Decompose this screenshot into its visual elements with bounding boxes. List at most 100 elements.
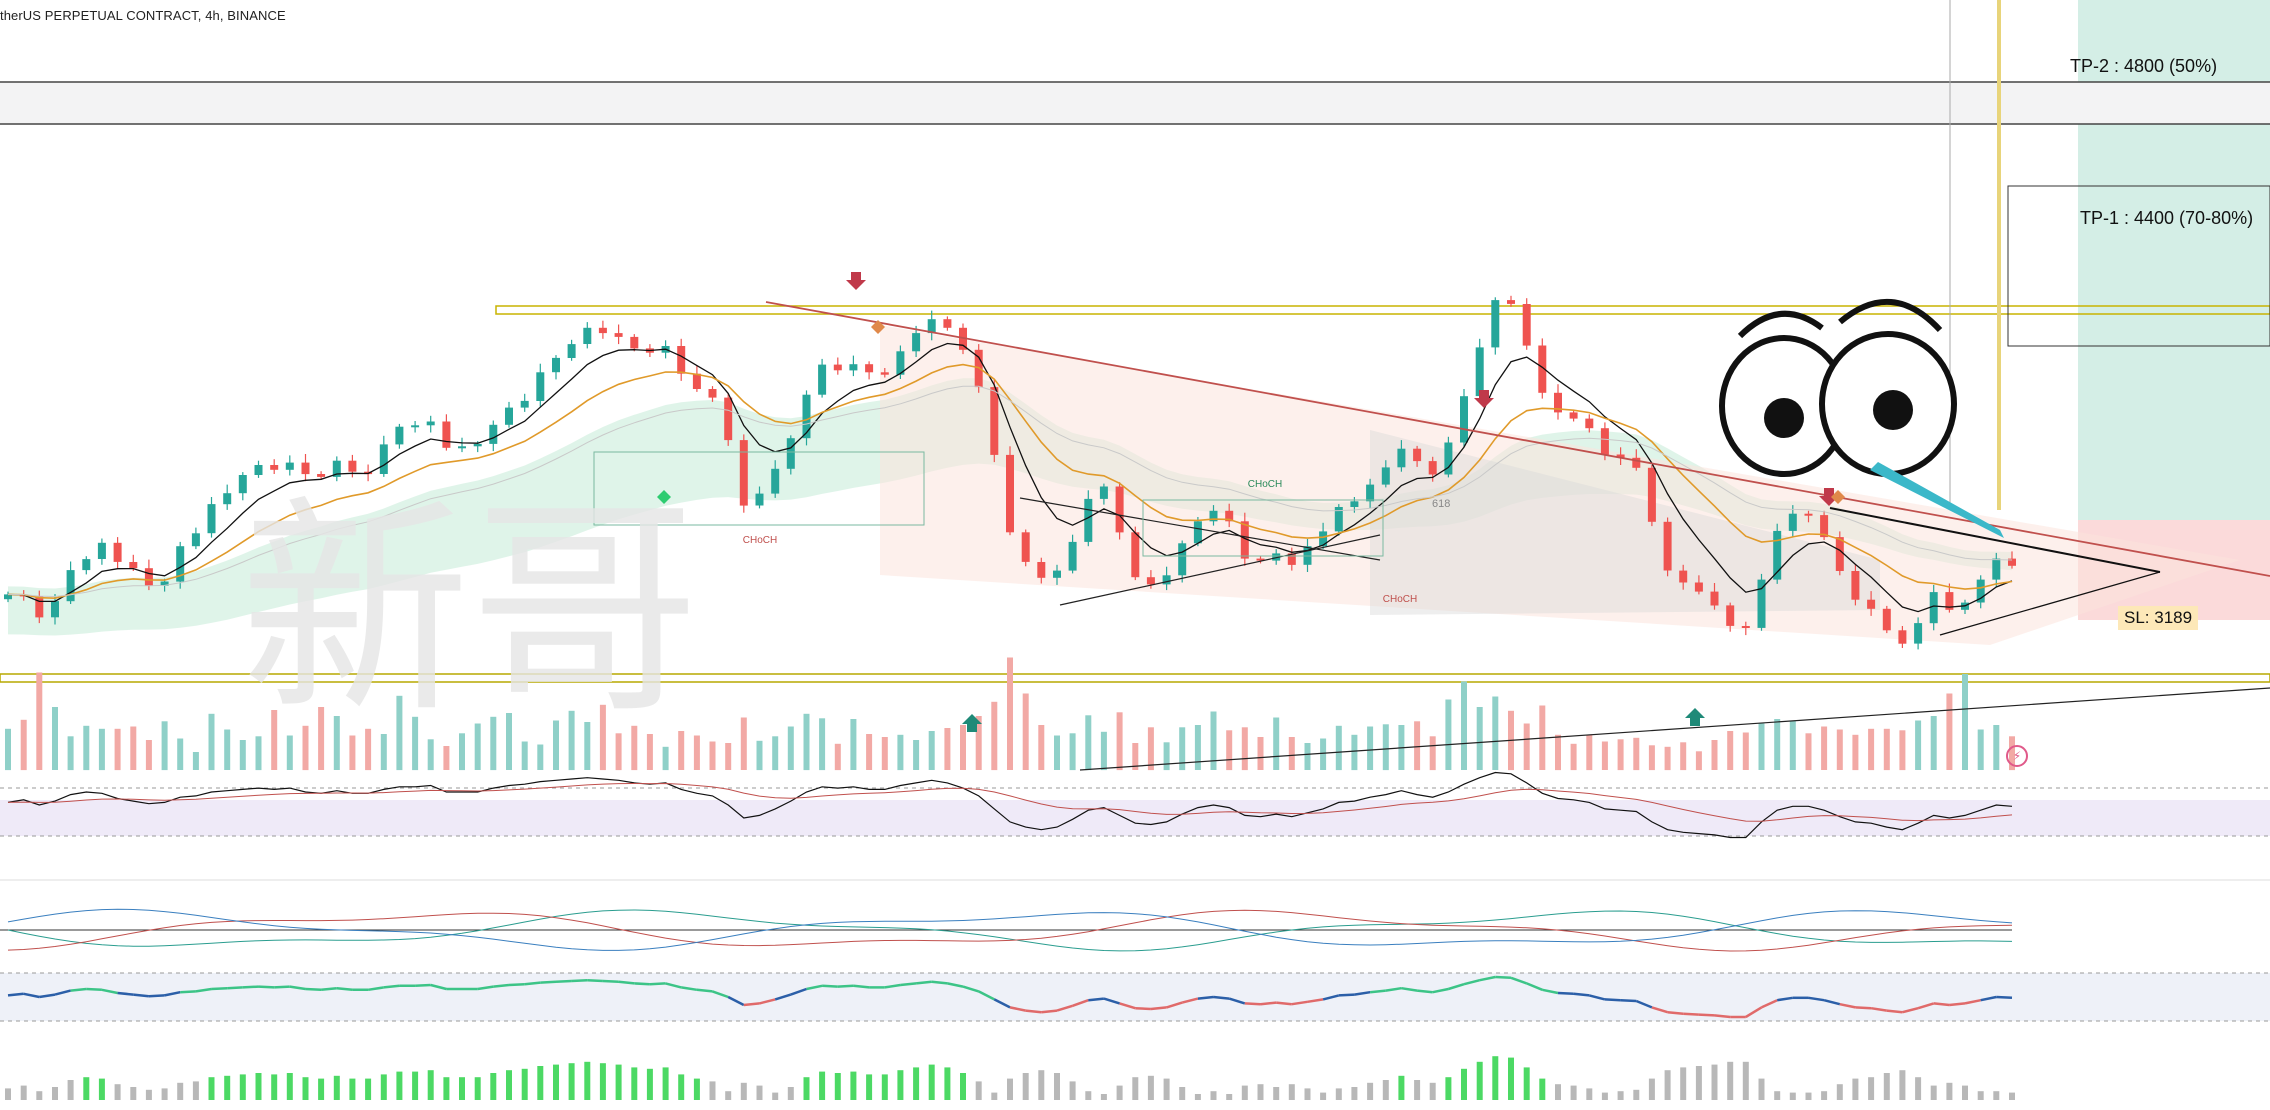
osc-wave: [540, 980, 557, 984]
sell-arrow-icon: [846, 272, 866, 290]
candle: [771, 468, 780, 494]
histogram-bar: [1930, 1085, 1937, 1100]
choch-label: CHoCH: [743, 535, 777, 546]
candle: [1334, 507, 1343, 532]
volume-bar: [1163, 742, 1170, 771]
volume-bar: [1852, 734, 1859, 771]
dmi-line: [7, 909, 2013, 952]
histogram-bar: [161, 1088, 168, 1100]
histogram-bar: [772, 1092, 779, 1100]
histogram-bar: [881, 1074, 888, 1100]
volume-bar: [1899, 730, 1906, 771]
osc-wave: [1808, 996, 1825, 1002]
volume-bar: [599, 704, 606, 771]
candle: [489, 424, 498, 444]
candle: [1538, 345, 1547, 393]
volume-bar: [1241, 727, 1248, 771]
candle: [1507, 300, 1515, 304]
candle: [1193, 521, 1202, 544]
volume-bar: [1069, 733, 1076, 771]
volume-bar: [553, 720, 559, 770]
osc-wave: [1635, 999, 1653, 1009]
candle: [865, 364, 874, 373]
flash-icon[interactable]: ⚡: [2006, 745, 2028, 767]
osc-wave: [1322, 994, 1340, 1001]
volume-bar: [662, 746, 669, 771]
volume-bar: [1476, 707, 1483, 770]
candle: [1929, 592, 1938, 624]
volume-bar: [787, 726, 794, 770]
volume-bar: [1351, 734, 1358, 771]
histogram-bar: [1899, 1070, 1906, 1100]
volume-bar: [1993, 725, 2000, 770]
histogram-bar: [678, 1074, 685, 1100]
histogram-bar: [1852, 1078, 1859, 1100]
histogram-bar: [631, 1067, 638, 1100]
osc-wave: [1604, 998, 1621, 1002]
volume-bar: [1805, 733, 1812, 771]
volume-bar: [239, 740, 246, 770]
volume-bar: [255, 736, 262, 771]
histogram-bar: [1508, 1057, 1514, 1100]
volume-bar: [1257, 737, 1264, 770]
histogram-bar: [396, 1071, 403, 1100]
histogram-bar: [584, 1061, 591, 1100]
volume-bar: [897, 734, 904, 771]
osc-wave: [1495, 975, 1512, 980]
candle: [1131, 532, 1140, 578]
volume-bar: [975, 716, 982, 770]
histogram-bar: [1367, 1082, 1374, 1100]
choch-label: CHoCH: [1383, 594, 1417, 605]
candle: [598, 327, 607, 334]
candle: [708, 389, 717, 398]
candle: [1976, 579, 1985, 603]
osc-wave: [1823, 998, 1841, 1006]
volume-bar: [1915, 720, 1922, 770]
osc-wave: [1760, 999, 1778, 1009]
osc-wave: [665, 982, 682, 989]
candles: [4, 295, 2016, 650]
candle: [1851, 571, 1860, 600]
candle: [426, 421, 435, 426]
trendline-triangle-top: [1019, 497, 1381, 561]
candle: [1115, 486, 1124, 533]
volume-bar: [20, 719, 27, 771]
osc-wave: [242, 985, 259, 989]
histogram-bar: [599, 1063, 606, 1100]
candle: [833, 364, 842, 371]
osc-wave: [1839, 1002, 1856, 1009]
volume-bar: [5, 728, 11, 771]
candle: [348, 460, 357, 472]
candle: [1882, 608, 1891, 631]
histogram-bar: [412, 1071, 419, 1100]
histogram-bar: [1789, 1092, 1796, 1100]
histogram-bar: [834, 1073, 841, 1100]
volume-bar: [1727, 731, 1734, 770]
candle: [82, 559, 91, 571]
histogram-bar: [819, 1071, 826, 1100]
volume-bar: [1758, 723, 1765, 770]
buy-arrow-icon: [1685, 708, 1705, 726]
candle: [191, 533, 200, 547]
candle: [1319, 531, 1328, 547]
candle: [1272, 553, 1281, 561]
histogram-bar: [114, 1084, 121, 1100]
histogram-bar: [693, 1078, 700, 1100]
osc-wave: [822, 984, 838, 988]
osc-wave: [1980, 995, 1997, 1002]
volume-bar: [568, 710, 575, 771]
osc-wave: [1009, 1006, 1026, 1012]
candle: [583, 327, 592, 344]
volume-bar: [1648, 745, 1655, 771]
candle: [818, 364, 827, 395]
volume-bar: [1100, 731, 1107, 771]
trendline-short: [1829, 507, 2161, 573]
candle: [1945, 592, 1954, 610]
histogram-bar: [271, 1074, 278, 1100]
osc-wave: [774, 993, 792, 1001]
histogram-bar: [1742, 1061, 1749, 1100]
osc-wave: [1448, 983, 1465, 991]
histogram-bar: [1398, 1075, 1405, 1100]
volume-bar: [1335, 725, 1342, 771]
